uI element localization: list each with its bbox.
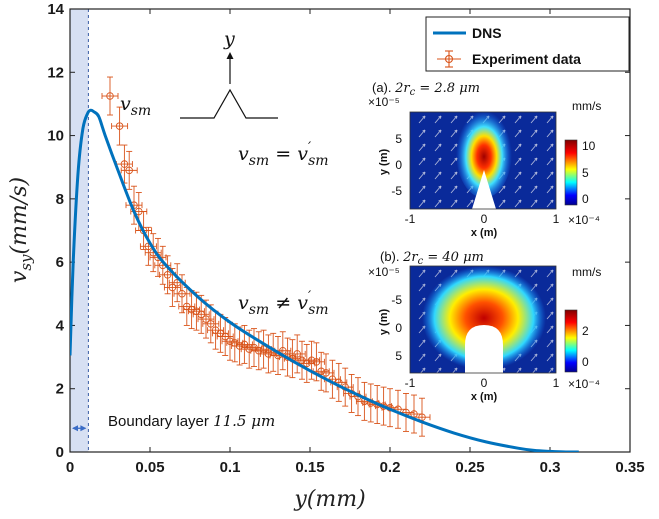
experiment-point	[173, 274, 191, 314]
experiment-point	[221, 321, 239, 361]
inset-b-xlabel: x (m)	[471, 391, 498, 403]
x-axis-label: y(mm)	[293, 487, 365, 512]
y-tick-label: 6	[56, 254, 64, 271]
y-tick-label: 2	[56, 381, 64, 398]
inset-b-colorbar	[564, 309, 578, 373]
inset-b-xtick-1: 0	[481, 376, 488, 390]
inset-b-ytick-1: 0	[395, 321, 402, 335]
peak-label: vsm	[120, 93, 151, 119]
inset-a-cbar-tick-1: 5	[582, 166, 589, 180]
y-tick-label: 8	[56, 191, 64, 208]
experiment-point	[303, 340, 321, 380]
inset-b-ytick-2: 5	[395, 349, 402, 363]
x-tick-label: 0.3	[540, 459, 561, 476]
x-tick-label: 0.05	[135, 459, 164, 476]
inset-a: (a). 2rc = 2.8 μm ×10⁻⁵ mm/s 10 5 0 5 0 …	[368, 80, 601, 239]
inset-b-title: (b). 2rc = 40 μm	[380, 249, 484, 267]
inset-a-y-exponent: ×10⁻⁵	[368, 95, 400, 109]
experiment-point	[274, 331, 292, 371]
legend-experiment-label: Experiment data	[472, 51, 581, 67]
inset-b-ylabel: y (m)	[378, 309, 390, 336]
axis-symbol-y: y	[223, 28, 235, 50]
inset-b: (b). 2rc = 40 μm ×10⁻⁵ mm/s 2 0 -5 0 5 y…	[368, 249, 601, 403]
y-tick-label: 14	[47, 1, 64, 18]
experiment-point	[255, 329, 273, 369]
inset-a-cbar-tick-2: 0	[582, 192, 589, 206]
inset-b-xtick-2: 1	[553, 376, 560, 390]
inset-b-xtick-0: -1	[405, 376, 416, 390]
inset-a-ylabel: y (m)	[378, 149, 390, 176]
not-equal-annotation: vsm ≠ v′ sm	[238, 289, 329, 318]
experiment-point	[125, 185, 143, 225]
y-axis-label: vsy(mm/s)	[7, 177, 35, 283]
inset-a-ytick-0: 5	[395, 132, 402, 146]
experiment-point	[317, 353, 335, 393]
experiment-point	[120, 150, 138, 190]
x-tick-label: 0.1	[220, 459, 241, 476]
inset-a-xlabel: x (m)	[471, 227, 498, 239]
y-tick-label: 0	[56, 444, 64, 461]
x-tick-label: 0	[66, 459, 74, 476]
experiment-point	[288, 334, 306, 374]
inset-a-unit: mm/s	[572, 99, 601, 113]
inset-a-tip	[472, 170, 496, 209]
inset-a-x-exponent: ×10⁻⁴	[568, 213, 600, 227]
legend-dns-label: DNS	[472, 25, 502, 41]
boundary-layer-arrow	[72, 425, 87, 432]
boundary-layer-label: Boundary layer 11.5 μm	[108, 412, 275, 430]
experiment-point	[115, 144, 133, 184]
inset-b-hotspot	[422, 266, 546, 370]
x-tick-label: 0.35	[615, 459, 644, 476]
inset-a-ytick-1: 0	[395, 158, 402, 172]
experiment-point	[111, 106, 129, 146]
dns-line	[70, 108, 579, 452]
x-tick-label: 0.15	[295, 459, 324, 476]
experiment-point	[312, 351, 330, 391]
inset-a-ytick-2: -5	[391, 184, 402, 198]
inset-a-colorbar	[564, 139, 578, 206]
x-tick-label: 0.2	[380, 459, 401, 476]
experiment-point	[413, 397, 431, 437]
inset-b-cbar-tick-1: 0	[582, 355, 589, 369]
inset-b-cbar-tick-0: 2	[582, 324, 589, 338]
inset-a-xtick-0: -1	[405, 212, 416, 226]
inset-a-xtick-2: 1	[553, 212, 560, 226]
boundary-layer-band	[70, 9, 89, 452]
experiment-point	[362, 383, 380, 423]
inset-a-xtick-1: 0	[481, 212, 488, 226]
y-tick-label: 10	[47, 128, 64, 145]
inset-a-title: (a). 2rc = 2.8 μm	[372, 80, 480, 98]
experiment-point	[101, 76, 119, 116]
inset-b-y-exponent: ×10⁻⁵	[368, 265, 400, 279]
inset-a-hotspot	[456, 106, 512, 198]
y-tick-label: 4	[56, 317, 65, 334]
x-tick-label: 0.25	[455, 459, 484, 476]
equal-annotation: vsm = v′ sm	[238, 140, 329, 169]
y-tick-label: 12	[47, 64, 64, 81]
inset-b-x-exponent: ×10⁻⁴	[568, 377, 600, 391]
experiment-point	[197, 299, 215, 339]
axis-symbol-arrowhead	[226, 52, 234, 59]
plot-frame	[69, 8, 631, 453]
legend: DNS Experiment data	[425, 16, 630, 72]
inset-b-ytick-0: -5	[391, 293, 402, 307]
inset-b-tip	[465, 325, 503, 373]
legend-experiment-swatch	[437, 50, 461, 68]
experiment-point	[405, 394, 423, 434]
tip-schematic	[180, 88, 278, 119]
experiment-point	[163, 268, 181, 307]
inset-b-unit: mm/s	[572, 265, 601, 279]
experiment-point	[259, 334, 277, 374]
inset-a-cbar-tick-0: 10	[582, 139, 596, 153]
